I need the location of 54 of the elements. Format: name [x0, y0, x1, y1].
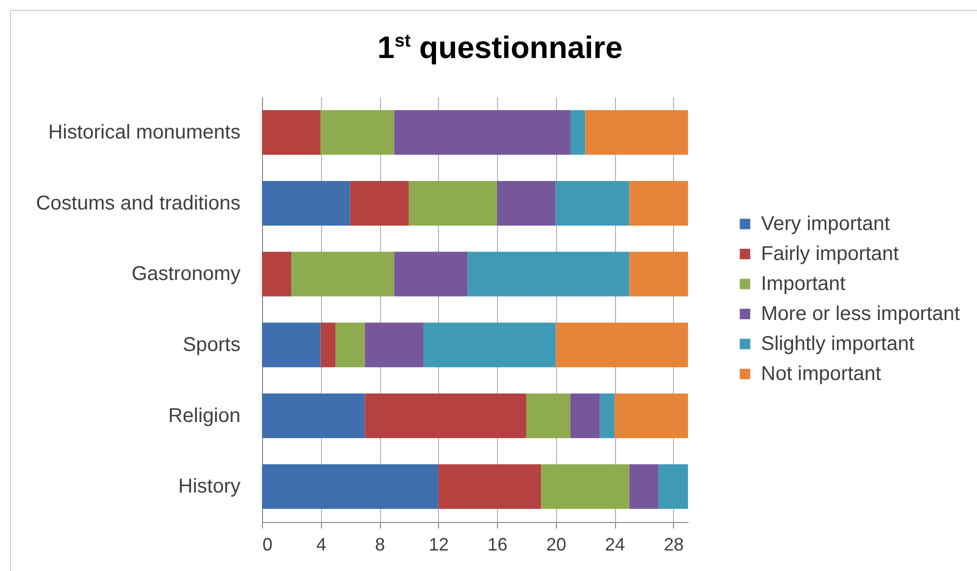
x-tick-label: 16	[488, 534, 508, 554]
y-tick-label: History	[178, 476, 240, 498]
bar	[364, 322, 424, 368]
bar	[570, 393, 600, 438]
bar	[438, 464, 542, 509]
y-tick-label: Costums and traditions	[36, 192, 240, 214]
bar	[291, 252, 394, 296]
legend-label: Very important	[761, 213, 890, 235]
y-tick-label: Religion	[168, 404, 240, 427]
x-tick-label: 8	[375, 534, 386, 554]
bar	[262, 180, 350, 226]
legend-label: Not important	[761, 363, 882, 385]
bar	[497, 180, 556, 226]
bar	[262, 252, 292, 296]
bar	[614, 393, 688, 438]
y-tick-label: Historical monuments	[48, 121, 240, 144]
bar	[394, 252, 468, 296]
x-tick-label: 0	[262, 534, 273, 554]
bar	[262, 322, 321, 368]
bar	[320, 110, 394, 155]
bar	[629, 252, 688, 296]
bar	[541, 464, 630, 509]
bar	[262, 393, 365, 438]
legend-label: Important	[761, 273, 846, 295]
x-tick-label: 4	[316, 534, 326, 554]
bar	[556, 180, 630, 226]
legend-label: More or less important	[761, 303, 960, 325]
bar	[262, 110, 321, 155]
x-tick-label: 28	[664, 534, 684, 554]
bar	[629, 464, 659, 509]
bar	[350, 180, 409, 226]
x-tick-label: 12	[428, 534, 449, 554]
legend-label: Slightly important	[761, 333, 915, 355]
x-tick-label: 20	[546, 534, 566, 554]
bar	[468, 252, 630, 296]
bar	[556, 322, 688, 368]
bar	[424, 322, 556, 368]
bar	[262, 464, 438, 509]
y-tick-label: Sports	[182, 334, 240, 356]
bar	[335, 322, 365, 368]
chart-title: 1$^{st}$ questionnaire	[376, 30, 624, 66]
bar	[570, 110, 586, 155]
bar	[526, 393, 570, 438]
bar	[629, 180, 688, 226]
legend-label: Fairly important	[761, 243, 900, 265]
bar	[364, 393, 526, 438]
bar	[394, 110, 570, 155]
bar	[320, 322, 336, 368]
bar	[585, 110, 688, 155]
y-tick-label: Gastronomy	[132, 263, 240, 286]
x-tick-label: 24	[605, 534, 626, 554]
bar	[408, 180, 498, 226]
bar	[658, 464, 688, 509]
bar	[600, 393, 615, 438]
